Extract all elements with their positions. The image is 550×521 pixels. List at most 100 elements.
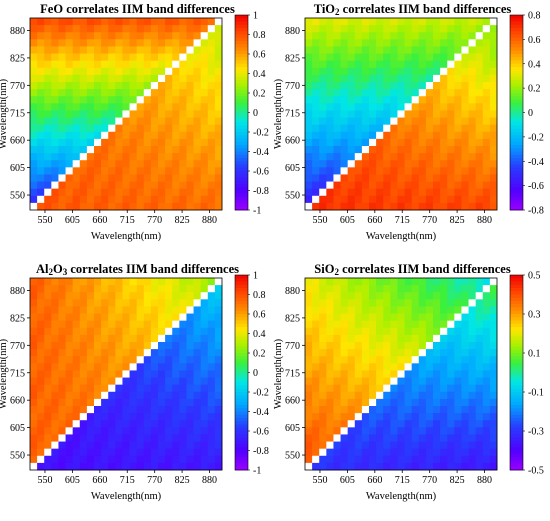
- heatmap-diagonal-cell: [397, 110, 405, 118]
- heatmap-cell: [150, 89, 159, 97]
- heatmap-cell: [361, 117, 370, 126]
- heatmap-cell: [347, 74, 356, 83]
- heatmap-cell: [86, 117, 95, 126]
- heatmap-cell: [411, 202, 420, 211]
- heatmap-cell: [72, 406, 81, 414]
- heatmap-cell: [150, 60, 159, 69]
- heatmap-cell: [186, 278, 194, 286]
- colorbar-segment: [510, 112, 523, 117]
- heatmap-cell: [397, 377, 405, 386]
- heatmap-cell: [433, 131, 441, 140]
- heatmap-cell: [150, 67, 159, 76]
- heatmap-cell: [447, 441, 455, 450]
- heatmap-cell: [200, 181, 209, 190]
- heatmap-cell: [461, 462, 469, 471]
- heatmap-cell: [354, 124, 363, 133]
- heatmap-cell: [129, 406, 138, 414]
- heatmap-cell: [150, 103, 159, 111]
- heatmap-cell: [454, 306, 462, 314]
- heatmap-cell: [447, 82, 455, 90]
- heatmap-cell: [101, 146, 109, 154]
- heatmap-cell: [326, 363, 334, 371]
- heatmap-cell: [51, 25, 59, 33]
- colorbar-segment: [510, 83, 523, 87]
- heatmap-cell: [158, 110, 166, 118]
- heatmap-cell: [447, 427, 455, 435]
- heatmap-cell: [397, 278, 405, 286]
- heatmap-cell: [333, 441, 341, 450]
- heatmap-diagonal-cell: [333, 434, 341, 442]
- heatmap-diagonal-cell: [108, 124, 116, 133]
- heatmap-cell: [489, 292, 498, 300]
- heatmap-cell: [158, 462, 166, 471]
- heatmap-cell: [333, 25, 341, 33]
- heatmap-cell: [369, 153, 377, 161]
- heatmap-cell: [101, 46, 109, 54]
- heatmap-cell: [425, 146, 434, 154]
- colorbar-segment: [510, 447, 523, 451]
- heatmap-cell: [312, 67, 320, 76]
- heatmap-cell: [37, 306, 45, 314]
- heatmap-cell: [326, 103, 334, 111]
- heatmap-cell: [347, 18, 356, 26]
- heatmap-cell: [94, 455, 102, 464]
- heatmap-cell: [447, 32, 455, 40]
- heatmap-cell: [158, 131, 166, 140]
- heatmap-cell: [305, 356, 313, 364]
- heatmap-cell: [340, 455, 349, 464]
- heatmap-cell: [404, 398, 413, 407]
- heatmap-cell: [51, 370, 59, 378]
- x-tick-label: 715: [395, 475, 410, 486]
- heatmap-cell: [136, 320, 145, 329]
- heatmap-cell: [51, 160, 59, 168]
- colorbar-segment: [510, 135, 523, 139]
- heatmap-cell: [340, 18, 349, 26]
- heatmap-cell: [108, 356, 116, 364]
- heatmap-cell: [86, 462, 95, 471]
- heatmap-cell: [158, 398, 166, 407]
- heatmap-diagonal-cell: [101, 391, 109, 400]
- heatmap-cell: [418, 434, 427, 442]
- heatmap-cell: [447, 448, 455, 457]
- heatmap-cell: [489, 455, 498, 464]
- heatmap-cell: [312, 356, 320, 364]
- heatmap-cell: [305, 320, 313, 329]
- heatmap-cell: [136, 138, 145, 147]
- colorbar-segment: [235, 67, 248, 71]
- heatmap-diagonal-cell: [433, 74, 441, 83]
- heatmap-cell: [186, 74, 194, 83]
- heatmap-cell: [425, 448, 434, 457]
- heatmap-cell: [101, 413, 109, 421]
- heatmap-cell: [354, 82, 363, 90]
- heatmap-cell: [447, 285, 455, 293]
- heatmap-cell: [354, 285, 363, 293]
- heatmap-cell: [454, 103, 462, 111]
- heatmap-cell: [200, 455, 209, 464]
- heatmap-cell: [333, 117, 341, 126]
- heatmap-cell: [86, 188, 95, 197]
- heatmap-cell: [433, 327, 441, 336]
- heatmap-cell: [207, 349, 216, 357]
- heatmap-cell: [440, 195, 448, 204]
- heatmap-diagonal-cell: [418, 89, 427, 97]
- heatmap-cell: [44, 146, 52, 154]
- heatmap-cell: [58, 441, 66, 450]
- heatmap-cell: [94, 96, 102, 104]
- colorbar-segment: [510, 167, 523, 172]
- heatmap-diagonal-cell: [468, 39, 476, 47]
- heatmap-cell: [369, 391, 377, 400]
- heatmap-cell: [326, 278, 334, 286]
- heatmap-cell: [383, 356, 391, 364]
- heatmap-cell: [489, 96, 498, 104]
- heatmap-cell: [305, 146, 313, 154]
- heatmap-cell: [186, 462, 194, 471]
- heatmap-cell: [72, 356, 81, 364]
- heatmap-cell: [319, 103, 327, 111]
- heatmap-cell: [433, 167, 441, 175]
- heatmap-cell: [115, 306, 123, 314]
- heatmap-cell: [207, 202, 216, 211]
- colorbar-segment: [510, 60, 523, 65]
- heatmap-cell: [129, 160, 138, 168]
- heatmap-cell: [433, 278, 441, 286]
- heatmap-cell: [447, 292, 455, 300]
